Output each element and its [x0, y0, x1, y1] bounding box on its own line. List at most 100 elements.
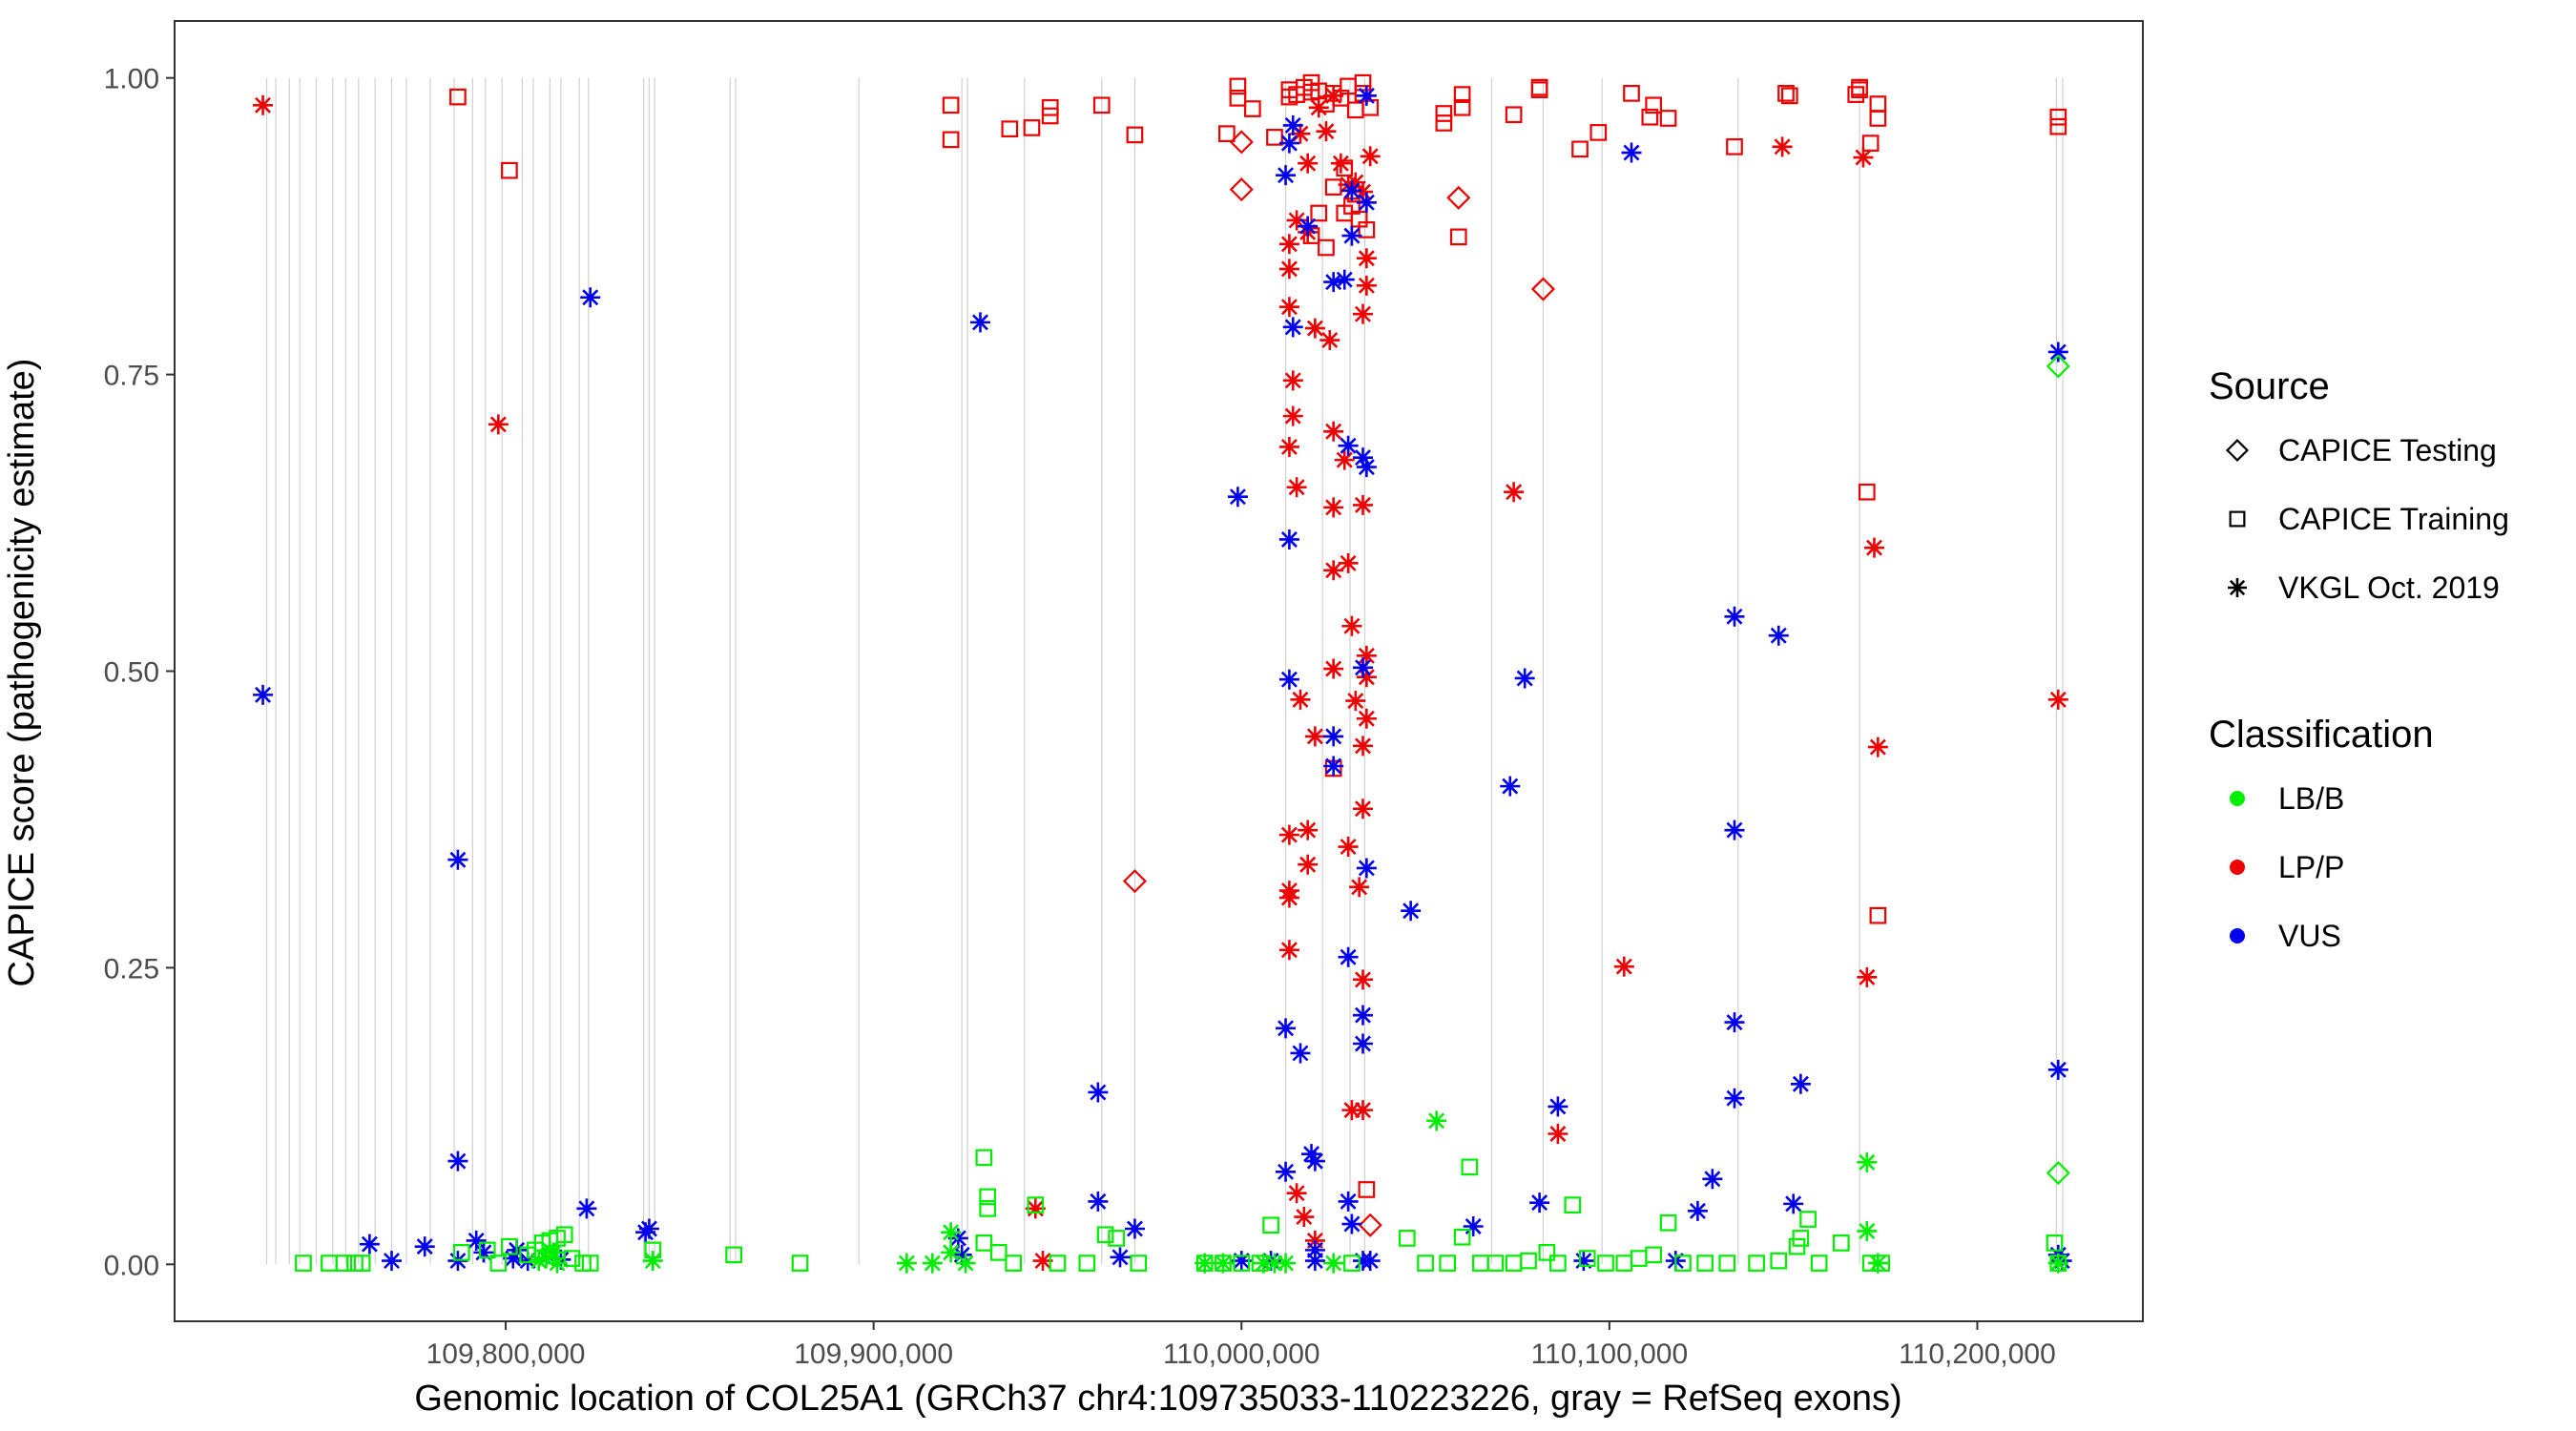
- data-point: [979, 1188, 997, 1206]
- data-point: [1231, 1251, 1252, 1272]
- data-point: [1426, 1110, 1447, 1131]
- data-point: [2049, 117, 2067, 135]
- data-point: [1343, 1255, 1361, 1272]
- data-point: [1401, 901, 1422, 922]
- data-point: [1282, 114, 1303, 135]
- data-point: [581, 1255, 599, 1272]
- data-point: [1356, 248, 1377, 269]
- data-point: [1435, 105, 1453, 122]
- legend-classification: Classification LB/B LP/P VUS: [2209, 714, 2434, 953]
- legend-key-square: [2229, 510, 2246, 528]
- data-point: [1453, 86, 1471, 103]
- data-point: [1461, 1158, 1479, 1176]
- series-lpp-diamond: [1122, 130, 1556, 1237]
- y-tick-label: 1.00: [104, 64, 159, 95]
- legend-key-dot: [2230, 791, 2245, 806]
- data-point: [1724, 1012, 1745, 1033]
- data-point: [452, 1244, 470, 1261]
- data-point: [1864, 537, 1885, 558]
- data-point: [1613, 956, 1634, 977]
- data-point: [1338, 552, 1359, 573]
- data-point: [1229, 89, 1247, 107]
- data-point: [725, 1246, 742, 1264]
- series-lbb-diamond: [2046, 354, 2070, 1186]
- data-point: [942, 96, 960, 114]
- data-point: [1353, 494, 1374, 515]
- x-tick-label: 110,100,000: [1531, 1338, 1689, 1370]
- data-point: [1453, 98, 1471, 116]
- data-point: [1564, 1196, 1582, 1213]
- data-point: [1869, 110, 1887, 127]
- data-point: [1278, 436, 1299, 457]
- data-point: [563, 1250, 581, 1267]
- data-point: [1349, 877, 1370, 898]
- data-point: [1338, 435, 1359, 456]
- data-point: [1341, 1213, 1362, 1234]
- exon-lines: [265, 77, 2064, 1265]
- data-point: [1213, 1253, 1234, 1274]
- data-point: [1195, 1253, 1215, 1274]
- data-point: [1589, 124, 1608, 141]
- data-point: [1253, 1253, 1274, 1274]
- legend-title: Classification: [2209, 714, 2434, 756]
- data-point: [1282, 317, 1303, 338]
- data-point: [1310, 204, 1328, 222]
- data-point: [2046, 354, 2070, 379]
- data-point: [1623, 85, 1640, 102]
- data-point: [1857, 1151, 1878, 1172]
- data-point: [580, 287, 601, 308]
- legend-key-dot: [2230, 860, 2245, 875]
- legend-source: Source CAPICE Testing CAPICE Training VKGL …: [2209, 365, 2509, 605]
- data-point: [1772, 136, 1793, 157]
- data-point: [547, 1253, 568, 1274]
- axes: 0.00 0.25 0.50 0.75 1.00 109,800,000 109,900,0…: [104, 64, 2056, 1370]
- data-point: [1549, 1255, 1567, 1272]
- data-point: [1463, 1216, 1484, 1237]
- data-point: [1538, 1244, 1556, 1261]
- data-point: [1262, 1216, 1279, 1234]
- data-point: [1233, 1255, 1251, 1272]
- data-point: [951, 1244, 972, 1265]
- data-point: [1353, 1005, 1374, 1026]
- data-point: [1338, 175, 1359, 196]
- data-point: [1323, 421, 1344, 442]
- data-point: [1124, 1218, 1145, 1239]
- data-point: [1229, 130, 1254, 155]
- data-point: [1530, 277, 1556, 301]
- legend-label: LB/B: [2278, 781, 2344, 816]
- data-point: [1276, 1018, 1297, 1039]
- data-point: [1304, 1251, 1325, 1272]
- x-tick-label: 110,000,000: [1163, 1338, 1320, 1370]
- data-point: [1726, 137, 1743, 156]
- data-point: [1323, 658, 1344, 679]
- data-point: [1278, 297, 1299, 318]
- data-point: [1345, 691, 1366, 712]
- data-point: [1088, 1191, 1109, 1212]
- data-point: [1571, 140, 1589, 158]
- data-point: [1770, 1252, 1788, 1270]
- legend-label: CAPICE Testing: [2278, 433, 2497, 467]
- data-point: [1290, 689, 1311, 710]
- data-point: [1505, 106, 1523, 124]
- data-point: [1645, 96, 1662, 114]
- data-point: [1446, 185, 1471, 210]
- data-point: [942, 131, 960, 149]
- data-point: [1276, 1253, 1297, 1274]
- data-point: [1298, 153, 1319, 174]
- data-point: [1353, 657, 1374, 678]
- data-point: [1298, 854, 1319, 875]
- data-point: [2047, 1059, 2068, 1080]
- data-point: [1356, 192, 1377, 213]
- data-point: [1358, 1181, 1376, 1198]
- data-point: [1354, 73, 1372, 92]
- data-point: [2047, 342, 2068, 363]
- data-point: [1645, 1246, 1662, 1264]
- data-point: [1338, 1191, 1359, 1212]
- legend-label: VUS: [2278, 919, 2341, 953]
- data-point: [1724, 1088, 1745, 1109]
- legend-key-diamond: [2225, 438, 2250, 463]
- data-point: [478, 1241, 496, 1259]
- data-point: [1308, 97, 1329, 118]
- data-point: [1790, 1073, 1811, 1094]
